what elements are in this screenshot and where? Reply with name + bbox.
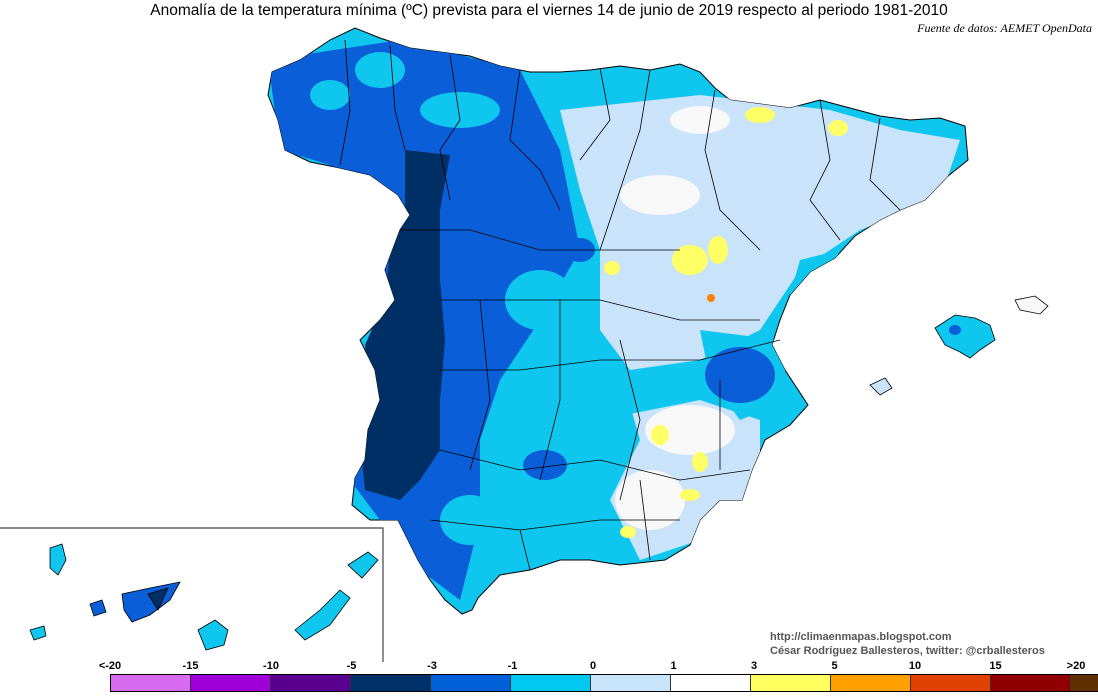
legend-labels: <-20 -15 -10 -5 -3 -1 0 1 3 5 10 15 >20 [0,660,1098,674]
menorca [1014,295,1049,315]
legend-label: -5 [346,660,357,672]
legend-swatch [111,675,191,691]
legend-label: 10 [908,660,922,672]
legend-swatch [671,675,751,691]
legend-label: 1 [670,660,677,672]
legend-label: <-20 [98,660,122,672]
legend-swatch [591,675,671,691]
ibiza [869,377,893,396]
legend-label: -10 [263,660,279,672]
legend-swatch [831,675,911,691]
legend-label: -15 [182,660,199,672]
map-title: Anomalía de la temperatura mínima (ºC) p… [150,2,948,19]
credits-url[interactable]: http://climaenmapas.blogspot.com [770,631,952,643]
legend-label: >20 [1066,660,1086,672]
legend-label: 5 [831,660,838,672]
legend-swatch [271,675,351,691]
legend-swatch [191,675,271,691]
data-source: Fuente de datos: AEMET OpenData [917,21,1092,35]
credits-author: César Rodríguez Ballesteros, twitter: @c… [770,645,1045,657]
legend-label: -1 [507,660,518,672]
legend-swatch [351,675,431,691]
legend-swatch [1071,675,1098,691]
canary-islands [29,543,379,651]
legend-label: 3 [750,660,758,672]
mallorca [934,314,996,359]
legend-label: 15 [989,660,1002,672]
province-borders [339,39,901,571]
legend-swatch [991,675,1071,691]
legend-label: -3 [427,660,437,672]
legend-swatch [911,675,991,691]
legend-swatch [751,675,831,691]
credits: http://climaenmapas.blogspot.com César R… [770,630,1045,658]
legend-swatch [431,675,511,691]
legend-swatch [511,675,591,691]
anomaly-field [268,40,960,600]
canary-inset-frame [0,527,384,662]
legend-label: 0 [589,660,597,672]
color-legend [110,674,1098,692]
